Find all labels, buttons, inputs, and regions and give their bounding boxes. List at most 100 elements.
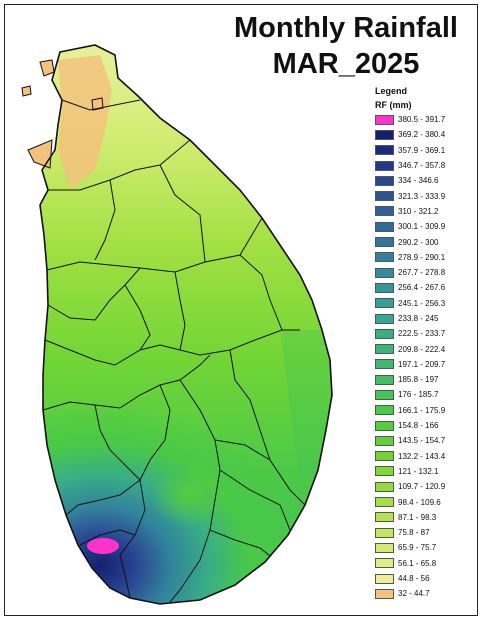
legend-swatch bbox=[375, 466, 394, 477]
legend-swatch bbox=[375, 328, 394, 339]
legend-label: 321.3 - 333.9 bbox=[398, 191, 446, 201]
legend: Legend RF (mm) 380.5 - 391.7 369.2 - 380.… bbox=[375, 84, 475, 602]
legend-label: 290.2 - 300 bbox=[398, 237, 439, 247]
legend-label: 121 - 132.1 bbox=[398, 466, 439, 476]
legend-swatch bbox=[375, 481, 394, 492]
legend-item: 256.4 - 267.6 bbox=[375, 280, 475, 295]
legend-item: 278.9 - 290.1 bbox=[375, 250, 475, 265]
legend-item: 185.8 - 197 bbox=[375, 372, 475, 387]
legend-label: 44.8 - 56 bbox=[398, 574, 430, 584]
legend-label: 132.2 - 143.4 bbox=[398, 451, 446, 461]
legend-swatch bbox=[375, 527, 394, 538]
legend-swatch bbox=[375, 451, 394, 462]
legend-item: 166.1 - 175.9 bbox=[375, 403, 475, 418]
legend-item: 369.2 - 380.4 bbox=[375, 127, 475, 142]
legend-item: 56.1 - 65.8 bbox=[375, 556, 475, 571]
legend-label: 278.9 - 290.1 bbox=[398, 252, 446, 262]
legend-item: 154.8 - 166 bbox=[375, 418, 475, 433]
legend-label: 245.1 - 256.3 bbox=[398, 298, 446, 308]
legend-label: 346.7 - 357.8 bbox=[398, 161, 446, 171]
legend-swatch bbox=[375, 344, 394, 355]
legend-swatch bbox=[375, 497, 394, 508]
title-line-2: MAR_2025 bbox=[272, 48, 420, 80]
legend-swatch bbox=[375, 313, 394, 324]
map-title: Monthly Rainfall MAR_2025 bbox=[221, 10, 471, 82]
legend-swatch bbox=[375, 160, 394, 171]
legend-label: 300.1 - 309.9 bbox=[398, 222, 446, 232]
legend-label: 334 - 346.6 bbox=[398, 176, 439, 186]
legend-item: 334 - 346.6 bbox=[375, 173, 475, 188]
legend-label: 32 - 44.7 bbox=[398, 589, 430, 599]
legend-item: 65.9 - 75.7 bbox=[375, 540, 475, 555]
legend-swatch bbox=[375, 129, 394, 140]
northern-islets bbox=[21, 59, 104, 169]
legend-label: 209.8 - 222.4 bbox=[398, 344, 446, 354]
legend-item: 44.8 - 56 bbox=[375, 571, 475, 586]
legend-item: 143.5 - 154.7 bbox=[375, 433, 475, 448]
legend-item: 245.1 - 256.3 bbox=[375, 296, 475, 311]
legend-label: 75.8 - 87 bbox=[398, 528, 430, 538]
legend-item: 357.9 - 369.1 bbox=[375, 143, 475, 158]
legend-label: 65.9 - 75.7 bbox=[398, 543, 437, 553]
legend-item: 222.5 - 233.7 bbox=[375, 326, 475, 341]
legend-swatch bbox=[375, 191, 394, 202]
legend-label: 380.5 - 391.7 bbox=[398, 115, 446, 125]
legend-item: 290.2 - 300 bbox=[375, 234, 475, 249]
legend-item: 300.1 - 309.9 bbox=[375, 219, 475, 234]
legend-item: 197.1 - 209.7 bbox=[375, 357, 475, 372]
legend-item: 75.8 - 87 bbox=[375, 525, 475, 540]
legend-label: 56.1 - 65.8 bbox=[398, 558, 437, 568]
legend-item: 176 - 185.7 bbox=[375, 387, 475, 402]
legend-item: 121 - 132.1 bbox=[375, 464, 475, 479]
legend-label: 143.5 - 154.7 bbox=[398, 436, 446, 446]
district-boundaries bbox=[42, 99, 306, 603]
legend-swatch bbox=[375, 145, 394, 156]
legend-label: 310 - 321.2 bbox=[398, 206, 439, 216]
legend-swatch bbox=[375, 389, 394, 400]
legend-item: 87.1 - 98.3 bbox=[375, 510, 475, 525]
legend-item: 209.8 - 222.4 bbox=[375, 341, 475, 356]
legend-swatch bbox=[375, 374, 394, 385]
legend-swatch bbox=[375, 420, 394, 431]
legend-swatch bbox=[375, 298, 394, 309]
legend-label: 154.8 - 166 bbox=[398, 421, 439, 431]
legend-item: 233.8 - 245 bbox=[375, 311, 475, 326]
legend-label: 256.4 - 267.6 bbox=[398, 283, 446, 293]
legend-swatch bbox=[375, 542, 394, 553]
legend-swatch bbox=[375, 588, 394, 599]
legend-swatch bbox=[375, 359, 394, 370]
legend-item: 380.5 - 391.7 bbox=[375, 112, 475, 127]
legend-label: 357.9 - 369.1 bbox=[398, 145, 446, 155]
legend-label: 166.1 - 175.9 bbox=[398, 405, 446, 415]
legend-label: 233.8 - 245 bbox=[398, 314, 439, 323]
legend-item: 346.7 - 357.8 bbox=[375, 158, 475, 173]
legend-label: 197.1 - 209.7 bbox=[398, 359, 446, 369]
legend-heading: Legend bbox=[375, 86, 408, 96]
legend-swatch bbox=[375, 558, 394, 569]
legend-swatch bbox=[375, 573, 394, 584]
rainfall-maximum-patch bbox=[87, 538, 119, 554]
legend-swatch bbox=[375, 435, 394, 446]
legend-label: 109.7 - 120.9 bbox=[398, 482, 446, 492]
legend-subheading: RF (mm) bbox=[375, 100, 412, 110]
island-fill bbox=[40, 45, 332, 604]
legend-swatch bbox=[375, 114, 394, 125]
legend-swatch bbox=[375, 512, 394, 523]
legend-swatch bbox=[375, 267, 394, 278]
legend-swatch bbox=[375, 206, 394, 217]
title-line-1: Monthly Rainfall bbox=[234, 12, 458, 44]
legend-swatch bbox=[375, 405, 394, 416]
legend-label: 87.1 - 98.3 bbox=[398, 512, 437, 522]
legend-swatch bbox=[375, 221, 394, 232]
legend-label: 267.7 - 278.8 bbox=[398, 268, 446, 278]
legend-item: 98.4 - 109.6 bbox=[375, 494, 475, 509]
legend-label: 98.4 - 109.6 bbox=[398, 497, 441, 507]
legend-label: 176 - 185.7 bbox=[398, 390, 439, 400]
legend-item: 32 - 44.7 bbox=[375, 586, 475, 601]
legend-swatch bbox=[375, 175, 394, 186]
legend-item: 109.7 - 120.9 bbox=[375, 479, 475, 494]
legend-swatch bbox=[375, 282, 394, 293]
legend-item: 310 - 321.2 bbox=[375, 204, 475, 219]
legend-item: 267.7 - 278.8 bbox=[375, 265, 475, 280]
